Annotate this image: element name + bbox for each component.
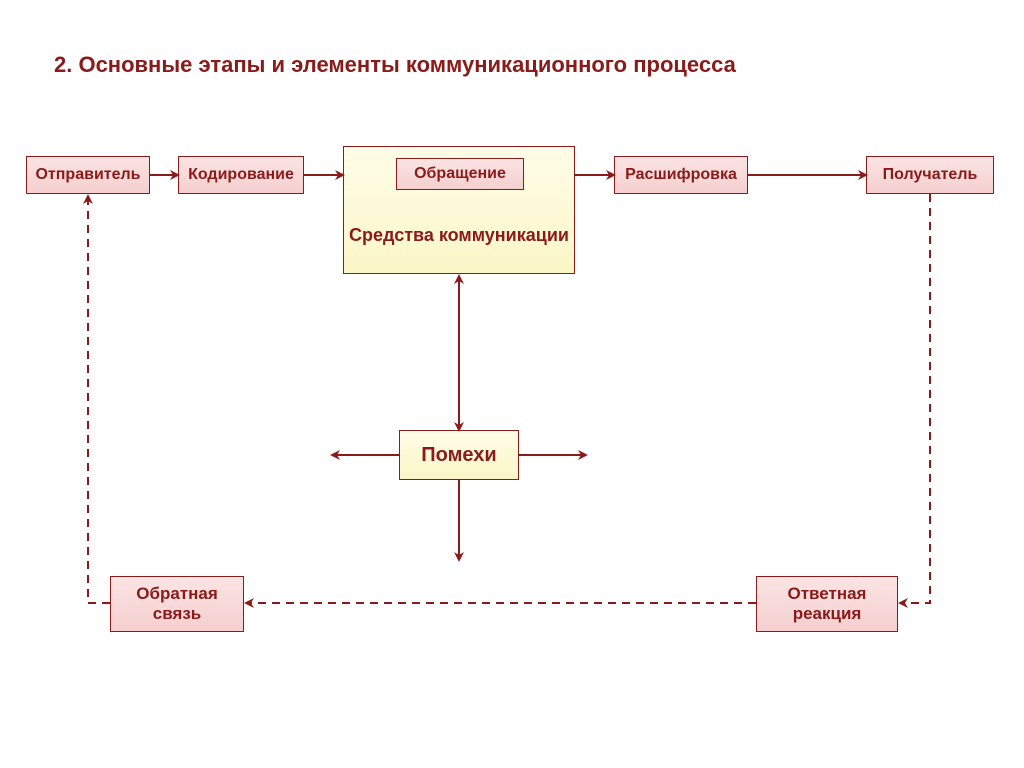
node-sender: Отправитель <box>26 156 150 194</box>
node-appeal-label: Обращение <box>414 165 506 183</box>
node-decoding-label: Расшифровка <box>625 166 737 184</box>
node-noise-label: Помехи <box>421 444 496 467</box>
node-receiver-label: Получатель <box>883 166 978 184</box>
node-sender-label: Отправитель <box>35 166 140 184</box>
node-encoding: Кодирование <box>178 156 304 194</box>
node-encoding-label: Кодирование <box>188 166 294 184</box>
page-title: 2. Основные этапы и элементы коммуникаци… <box>54 52 736 78</box>
diagram-canvas: 2. Основные этапы и элементы коммуникаци… <box>0 0 1024 768</box>
arrows-layer <box>0 0 1024 768</box>
node-feedback-label: Обратная связь <box>111 584 243 624</box>
node-appeal: Обращение <box>396 158 524 190</box>
node-response: Ответная реакция <box>756 576 898 632</box>
node-noise: Помехи <box>399 430 519 480</box>
node-receiver: Получатель <box>866 156 994 194</box>
node-feedback: Обратная связь <box>110 576 244 632</box>
node-medium-caption: Средства коммуникации <box>343 224 575 246</box>
node-decoding: Расшифровка <box>614 156 748 194</box>
node-response-label: Ответная реакция <box>757 584 897 624</box>
